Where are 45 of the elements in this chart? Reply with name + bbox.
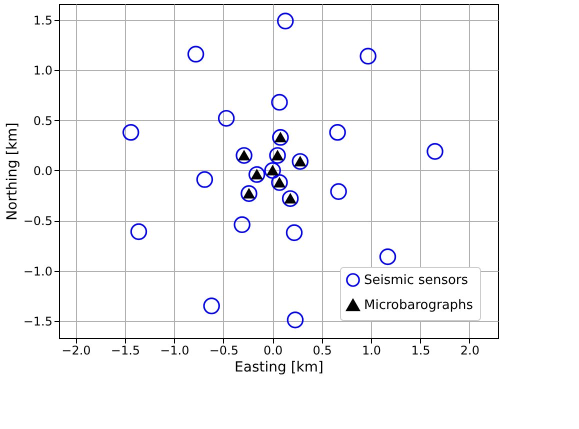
point <box>130 223 148 240</box>
x-axis-title: Easting [km] <box>234 360 324 376</box>
legend-label: Microbarographs <box>364 298 474 313</box>
y-axis-title: Northing [km] <box>4 122 20 220</box>
point <box>379 248 396 266</box>
point <box>271 94 288 111</box>
point <box>286 312 304 328</box>
point <box>282 190 299 207</box>
x-tick-label: 1.5 <box>411 344 430 358</box>
point <box>187 46 204 63</box>
point <box>271 174 288 191</box>
point <box>203 298 220 314</box>
x-tick-label: 0.0 <box>264 344 283 358</box>
point <box>264 162 281 179</box>
y-tick-label: 1.5 <box>33 14 52 28</box>
y-tick-label: −1.0 <box>23 264 52 278</box>
point <box>286 224 303 242</box>
point <box>234 216 250 234</box>
point <box>277 12 294 30</box>
point <box>272 129 289 146</box>
point <box>329 124 346 141</box>
legend-label: Seismic sensors <box>364 273 468 288</box>
x-tick-label: −1.0 <box>160 344 190 358</box>
y-tick-label: 1.0 <box>33 64 52 78</box>
x-tick-label: 0.5 <box>312 344 332 358</box>
point <box>240 185 258 202</box>
x-tick-label: −1.5 <box>110 344 140 358</box>
y-tick-label: 0.0 <box>33 164 52 178</box>
point <box>218 110 235 127</box>
x-tick-label: −0.5 <box>209 344 238 358</box>
point <box>330 183 347 200</box>
point <box>236 147 252 164</box>
x-tick-label: −2.0 <box>62 344 91 358</box>
point <box>248 166 266 183</box>
x-tick-label: 2.0 <box>460 344 480 358</box>
y-tick-label: −0.5 <box>23 214 52 228</box>
x-tick-label: 1.0 <box>362 344 382 358</box>
y-tick-label: −1.5 <box>23 314 52 328</box>
point <box>196 171 214 188</box>
point <box>426 143 444 160</box>
y-tick-label: 0.5 <box>33 114 52 128</box>
point <box>122 124 140 141</box>
point <box>360 48 376 65</box>
point <box>292 153 309 170</box>
point <box>269 147 286 164</box>
